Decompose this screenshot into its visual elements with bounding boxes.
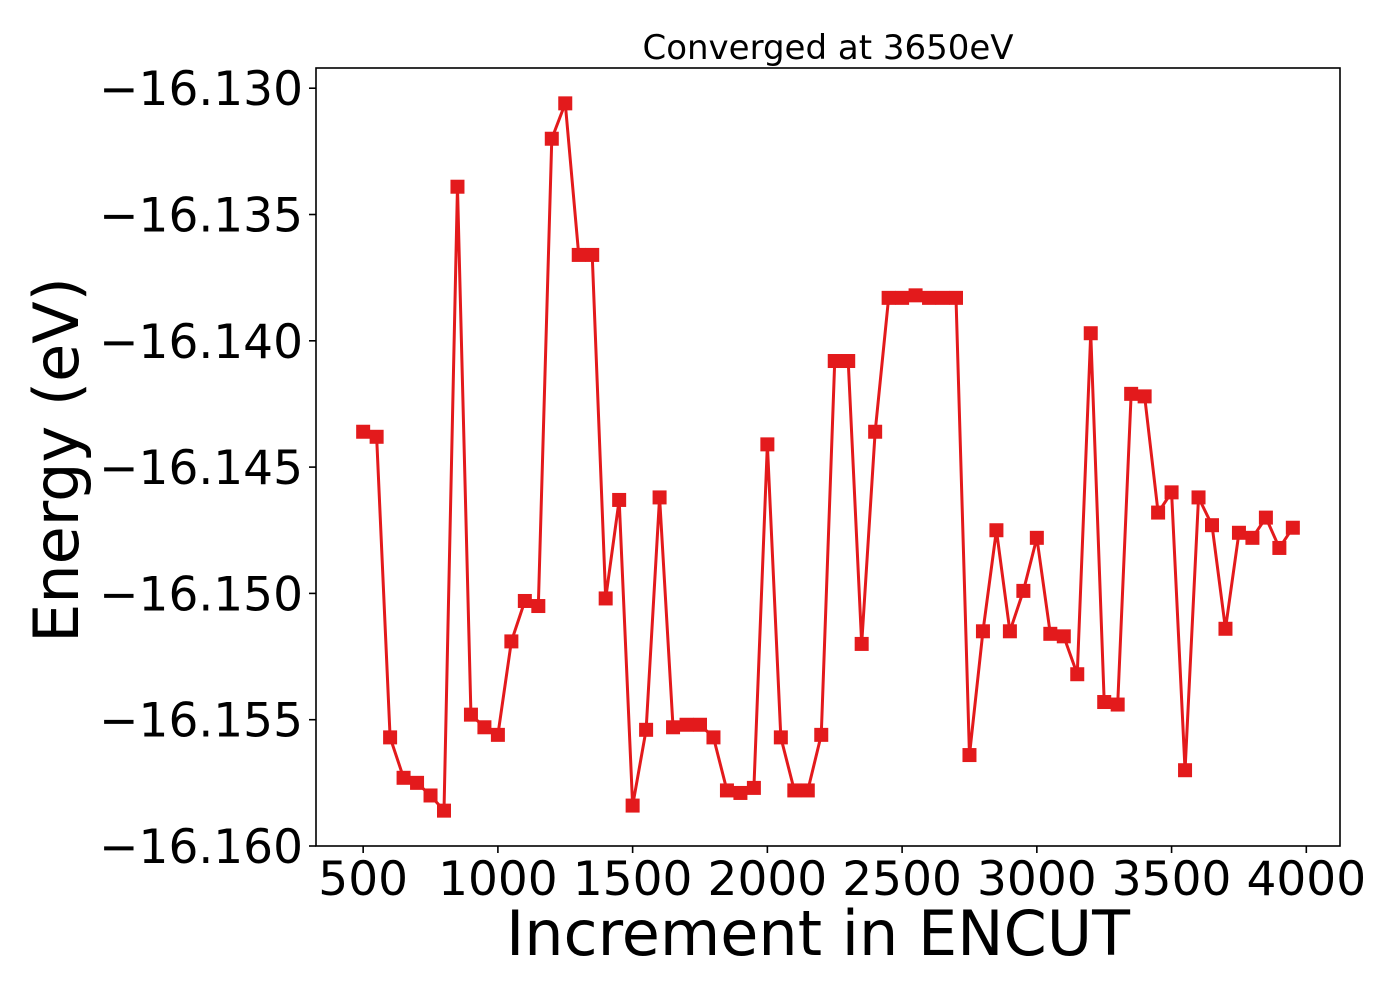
data-point	[1070, 667, 1085, 682]
y-tick-label: −16.135	[99, 189, 303, 244]
data-point	[1002, 624, 1017, 639]
data-point	[531, 599, 546, 614]
data-point	[598, 591, 613, 606]
x-tick-label: 4000	[1247, 852, 1367, 907]
x-axis: 500 1000 1500 2000 2500 3000 3500 4000	[318, 846, 1366, 907]
data-point	[854, 636, 869, 651]
data-point	[773, 730, 788, 745]
data-point	[1258, 510, 1273, 525]
y-tick-label: −16.130	[99, 62, 303, 117]
data-point	[1110, 697, 1125, 712]
data-point	[625, 798, 640, 813]
data-point	[1029, 530, 1044, 545]
x-tick-label: 1000	[438, 852, 558, 907]
data-point	[1016, 583, 1031, 598]
data-point	[1124, 386, 1139, 401]
data-point	[410, 775, 425, 790]
data-point	[356, 424, 371, 439]
data-point	[949, 290, 963, 305]
data-point	[477, 720, 492, 735]
data-point	[1205, 518, 1219, 533]
data-point	[868, 424, 883, 439]
data-point	[1056, 629, 1071, 644]
data-point	[1272, 540, 1287, 555]
y-tick-label: −16.150	[99, 567, 303, 622]
chart-title: Converged at 3650eV	[642, 28, 1013, 68]
data-point	[450, 179, 465, 194]
data-point	[423, 788, 438, 803]
data-point	[437, 803, 451, 818]
data-point	[490, 727, 505, 742]
y-tick-label: −16.140	[99, 315, 303, 370]
data-point	[1151, 505, 1166, 520]
y-tick-label: −16.145	[99, 441, 303, 496]
data-point	[369, 429, 384, 444]
data-point	[814, 727, 829, 742]
x-tick-label: 3000	[977, 852, 1097, 907]
data-point	[908, 288, 923, 303]
x-tick-label: 3500	[1112, 852, 1232, 907]
data-point	[787, 783, 802, 798]
data-point	[733, 785, 748, 800]
data-point	[612, 492, 627, 507]
data-point	[571, 247, 586, 262]
data-point	[935, 290, 950, 305]
data-point	[962, 748, 977, 763]
data-point	[800, 783, 815, 798]
data-point	[1043, 626, 1058, 641]
data-point	[1218, 621, 1233, 636]
data-point	[517, 593, 532, 608]
data-point	[1097, 695, 1112, 710]
data-point	[989, 523, 1004, 538]
x-tick-label: 500	[318, 852, 408, 907]
y-axis-label: Energy (eV)	[20, 277, 93, 643]
data-point	[706, 730, 721, 745]
data-point	[1137, 389, 1152, 404]
data-point	[895, 290, 910, 305]
data-point	[396, 770, 411, 785]
series-layer	[356, 96, 1300, 818]
data-point	[1083, 326, 1098, 341]
data-point	[746, 780, 761, 795]
data-point	[719, 783, 734, 798]
data-point	[881, 290, 896, 305]
data-point	[652, 490, 667, 505]
data-point	[975, 624, 990, 639]
y-tick-label: −16.160	[99, 820, 303, 875]
data-point	[504, 634, 519, 649]
data-point	[558, 96, 573, 111]
data-point	[679, 717, 694, 732]
y-axis: −16.130 −16.135 −16.140 −16.145 −16.150 −16.1…	[99, 62, 316, 875]
x-tick-label: 2500	[842, 852, 962, 907]
data-point	[1178, 763, 1193, 778]
data-point	[1191, 490, 1206, 505]
x-axis-label: Increment in ENCUT	[506, 897, 1131, 970]
data-point	[827, 354, 842, 369]
plot-background	[316, 68, 1340, 846]
y-tick-label: −16.155	[99, 694, 303, 749]
x-tick-label: 2000	[708, 852, 828, 907]
data-point	[666, 720, 681, 735]
data-point	[841, 354, 856, 369]
plot-frame	[315, 67, 1341, 847]
data-point	[1245, 530, 1260, 545]
data-point	[922, 290, 937, 305]
data-point	[1285, 520, 1300, 535]
x-tick-label: 1500	[573, 852, 693, 907]
data-point	[585, 247, 600, 262]
data-point	[1164, 485, 1179, 500]
data-point	[383, 730, 398, 745]
data-point	[1231, 525, 1246, 540]
data-point	[639, 722, 654, 737]
data-point	[463, 707, 478, 722]
data-point	[544, 131, 559, 146]
data-point	[760, 437, 775, 452]
data-point	[693, 717, 707, 732]
